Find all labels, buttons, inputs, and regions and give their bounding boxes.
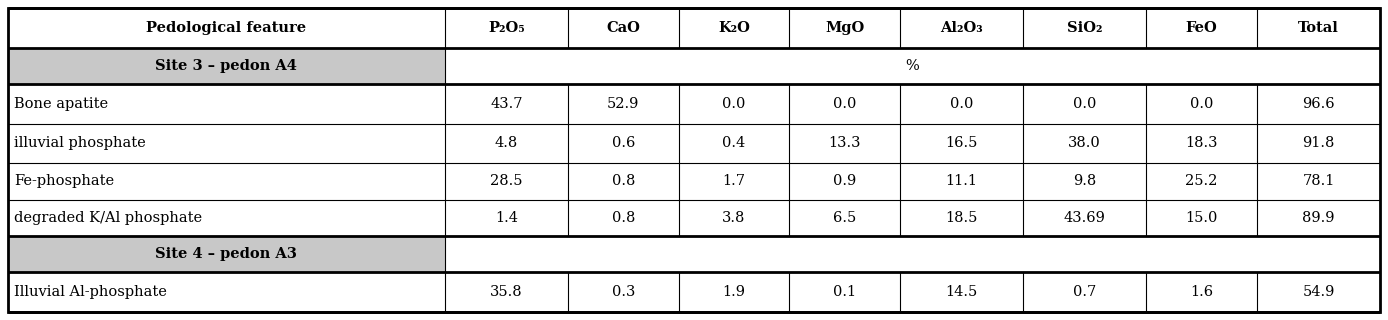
Text: 0.9: 0.9 (833, 174, 856, 188)
Text: degraded K/Al phosphate: degraded K/Al phosphate (14, 211, 203, 225)
Text: Pedological feature: Pedological feature (146, 21, 307, 35)
Bar (8, 84, 1380, 124)
Text: 43.7: 43.7 (490, 97, 523, 111)
Text: 43.69: 43.69 (1063, 211, 1106, 225)
Text: 0.0: 0.0 (949, 97, 973, 111)
Bar (8, 272, 1380, 312)
Text: 54.9: 54.9 (1302, 285, 1335, 299)
Bar (8, 124, 1380, 163)
Text: 9.8: 9.8 (1073, 174, 1097, 188)
Text: 4.8: 4.8 (494, 136, 518, 150)
Text: 52.9: 52.9 (607, 97, 640, 111)
Text: 1.6: 1.6 (1190, 285, 1213, 299)
Text: MgO: MgO (824, 21, 865, 35)
Text: Bone apatite: Bone apatite (14, 97, 108, 111)
Text: Illuvial Al-phosphate: Illuvial Al-phosphate (14, 285, 167, 299)
Text: 0.3: 0.3 (612, 285, 634, 299)
Text: Fe-phosphate: Fe-phosphate (14, 174, 114, 188)
Text: 0.4: 0.4 (722, 136, 745, 150)
Text: 1.9: 1.9 (723, 285, 745, 299)
Text: Total: Total (1298, 21, 1339, 35)
Text: 16.5: 16.5 (945, 136, 977, 150)
Text: 0.0: 0.0 (1073, 97, 1097, 111)
Bar (8, 8, 1380, 48)
Text: K₂O: K₂O (718, 21, 750, 35)
Text: illuvial phosphate: illuvial phosphate (14, 136, 146, 150)
Text: SiO₂: SiO₂ (1067, 21, 1102, 35)
Bar (8, 48, 444, 84)
Text: 13.3: 13.3 (829, 136, 861, 150)
Text: 78.1: 78.1 (1302, 174, 1335, 188)
Text: Al₂O₃: Al₂O₃ (940, 21, 983, 35)
Text: 14.5: 14.5 (945, 285, 977, 299)
Text: 0.7: 0.7 (1073, 285, 1097, 299)
Text: 89.9: 89.9 (1302, 211, 1335, 225)
Text: 11.1: 11.1 (945, 174, 977, 188)
Text: 28.5: 28.5 (490, 174, 523, 188)
Text: P₂O₅: P₂O₅ (489, 21, 525, 35)
Text: Site 3 – pedon A4: Site 3 – pedon A4 (155, 59, 297, 73)
Text: 0.6: 0.6 (612, 136, 634, 150)
Text: 0.1: 0.1 (833, 285, 856, 299)
Bar (8, 236, 444, 272)
Text: 15.0: 15.0 (1185, 211, 1217, 225)
Text: 25.2: 25.2 (1185, 174, 1217, 188)
Text: FeO: FeO (1185, 21, 1217, 35)
Text: 35.8: 35.8 (490, 285, 523, 299)
Text: 96.6: 96.6 (1302, 97, 1335, 111)
Text: %: % (905, 59, 919, 73)
Text: 38.0: 38.0 (1069, 136, 1101, 150)
Text: Site 4 – pedon A3: Site 4 – pedon A3 (155, 247, 297, 261)
Text: 0.8: 0.8 (612, 174, 634, 188)
Bar (8, 200, 1380, 236)
Text: 1.4: 1.4 (496, 211, 518, 225)
Text: 0.0: 0.0 (833, 97, 856, 111)
Text: 18.5: 18.5 (945, 211, 977, 225)
Text: 0.0: 0.0 (722, 97, 745, 111)
Bar (444, 48, 1380, 84)
Bar (8, 163, 1380, 200)
Text: 0.0: 0.0 (1190, 97, 1213, 111)
Bar (444, 236, 1380, 272)
Text: CaO: CaO (607, 21, 640, 35)
Text: 1.7: 1.7 (723, 174, 745, 188)
Text: 6.5: 6.5 (833, 211, 856, 225)
Text: 91.8: 91.8 (1302, 136, 1335, 150)
Text: 3.8: 3.8 (722, 211, 745, 225)
Text: 0.8: 0.8 (612, 211, 634, 225)
Text: 18.3: 18.3 (1185, 136, 1217, 150)
